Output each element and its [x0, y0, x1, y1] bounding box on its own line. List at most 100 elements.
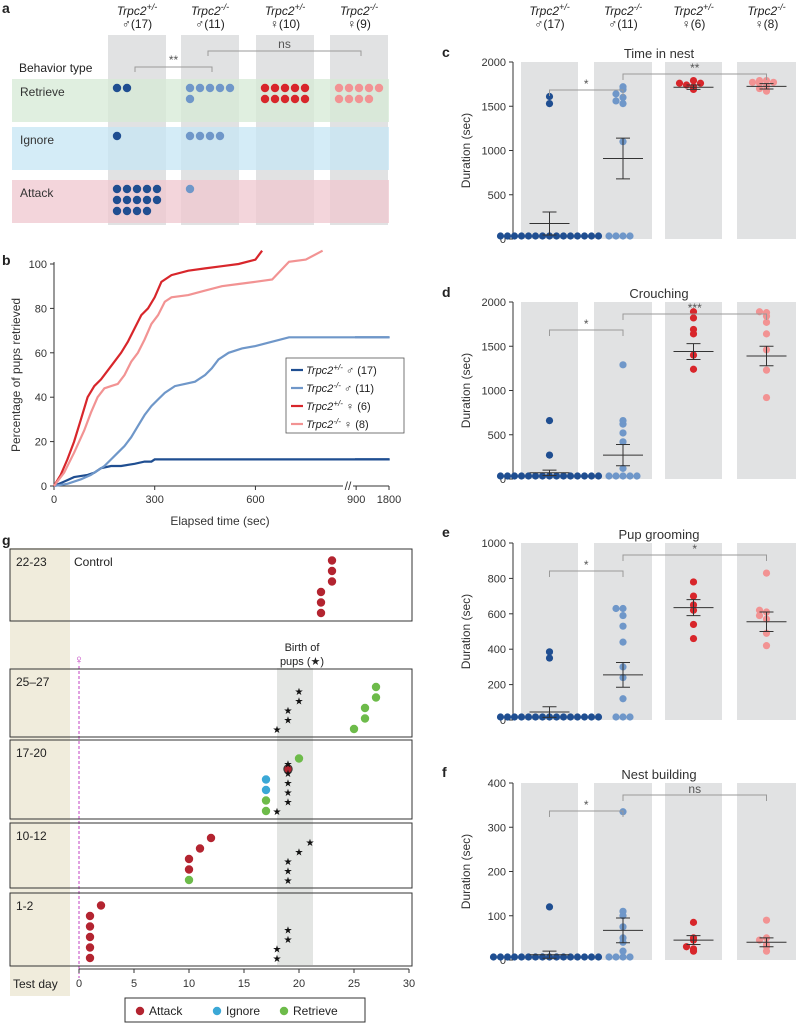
- legend-entry-3: Trpc2-/- ♀ (8): [306, 417, 369, 431]
- bar-column-shade: [665, 543, 722, 720]
- dot-retrieve-2: [280, 94, 290, 104]
- data-point: [566, 472, 575, 480]
- panel-a-col-3-sex-count: ♀(9): [347, 17, 371, 31]
- birth-star: ★: [273, 807, 282, 818]
- bar-column-shade: [737, 783, 796, 960]
- birth-star: ★: [295, 848, 304, 859]
- data-point: [762, 642, 771, 650]
- data-point: [755, 606, 764, 614]
- event-attack: [195, 844, 205, 853]
- data-point: [619, 604, 627, 613]
- data-point: [510, 953, 519, 961]
- sig-label-0: **: [169, 53, 179, 67]
- legend-label-retrieve: Retrieve: [293, 1004, 338, 1018]
- dot-retrieve-2: [300, 83, 310, 93]
- data-point: [538, 953, 547, 961]
- event-attack: [316, 587, 326, 597]
- data-point: [675, 79, 684, 87]
- event-attack: [327, 556, 337, 565]
- y-tick-label: 40: [35, 392, 47, 404]
- y-tick-label: 0: [500, 234, 506, 246]
- y-tick-label: 20: [35, 437, 47, 449]
- series-line-3: [53, 249, 324, 487]
- y-tick-label: 0: [41, 481, 47, 493]
- data-point: [619, 416, 627, 425]
- dot-attack-0: [132, 195, 142, 205]
- data-point: [626, 713, 634, 721]
- dot-retrieve-1: [225, 83, 235, 93]
- event-ignore: [261, 775, 271, 784]
- data-point: [496, 232, 505, 240]
- data-point: [587, 472, 596, 480]
- behavior-label-retrieve: Retrieve: [20, 85, 65, 99]
- group-label: 17-20: [16, 746, 47, 760]
- sig-bracket: [622, 313, 767, 320]
- event-retrieve: [360, 714, 370, 723]
- panel-c-title: Time in nest: [624, 46, 695, 61]
- data-point: [517, 472, 526, 480]
- event-attack: [327, 566, 337, 576]
- sem-bar: [616, 917, 630, 944]
- data-point: [689, 918, 698, 926]
- data-point: [559, 953, 568, 961]
- data-point: [612, 953, 620, 961]
- event-retrieve: [261, 796, 271, 805]
- y-axis-title: Duration (sec): [459, 834, 473, 909]
- data-point: [689, 634, 698, 643]
- data-point: [496, 953, 505, 961]
- sig-bracket-1: [207, 50, 362, 56]
- data-point: [503, 472, 512, 480]
- data-point: [545, 903, 554, 911]
- birth-window-shade: [277, 668, 313, 965]
- legend-entry-2: Trpc2+/- ♀ (6): [306, 399, 371, 413]
- dot-retrieve-0: [112, 83, 122, 93]
- data-point: [612, 232, 620, 240]
- birth-star: ★: [284, 788, 293, 799]
- data-point: [619, 429, 627, 437]
- group-box: [9, 739, 413, 820]
- sem-bar: [759, 83, 774, 90]
- data-point: [755, 76, 764, 85]
- sig-bracket: [549, 570, 624, 577]
- behavior-label-ignore: Ignore: [20, 133, 54, 147]
- data-point: [580, 472, 589, 480]
- data-point: [503, 232, 512, 240]
- dot-attack-1: [185, 184, 195, 194]
- data-point: [689, 578, 698, 586]
- dot-retrieve-1: [185, 94, 195, 104]
- dot-attack-0: [122, 195, 132, 205]
- dot-ignore-1: [195, 131, 205, 141]
- event-ignore: [261, 785, 271, 795]
- data-point: [689, 325, 698, 334]
- panel-c: Time in nest 0 500 1000 1500 2000 Duration (se…: [459, 46, 796, 246]
- bar-column-shade: [665, 783, 722, 960]
- sem-bar: [542, 950, 557, 959]
- y-axis-title: Duration (sec): [459, 113, 473, 188]
- data-point: [524, 713, 533, 721]
- data-point: [689, 945, 698, 953]
- panel-a-col-1-sex-count: ♂(11): [195, 17, 224, 31]
- panel-e: Pup grooming 0 200 400 600 800 1000 Duration (s…: [459, 527, 796, 727]
- data-point: [619, 953, 627, 961]
- data-point: [566, 232, 575, 240]
- data-point: [580, 232, 589, 240]
- panel-f: Nest building 0 100 200 300 400 Duration (sec)…: [459, 767, 796, 967]
- dot-attack-0: [142, 206, 152, 216]
- bar-col-header-0-sex-count: ♂(17): [534, 17, 564, 31]
- data-point: [762, 318, 771, 326]
- data-point: [689, 365, 698, 373]
- event-attack: [206, 833, 216, 843]
- birth-star: ★: [284, 935, 293, 946]
- sig-bracket: [622, 554, 767, 561]
- legend-swatch-retrieve: [279, 1006, 289, 1016]
- data-point: [510, 713, 519, 721]
- sig-bracket: [549, 810, 624, 817]
- y-axis-title: Duration (sec): [459, 594, 473, 669]
- dot-retrieve-3: [344, 83, 354, 93]
- data-point: [594, 713, 603, 721]
- panel-a-col-2-genotype: Trpc2+/-: [265, 2, 306, 18]
- data-point: [489, 953, 498, 961]
- bar-column-shade: [594, 543, 652, 720]
- data-point: [573, 713, 582, 721]
- birth-star: ★: [273, 725, 282, 736]
